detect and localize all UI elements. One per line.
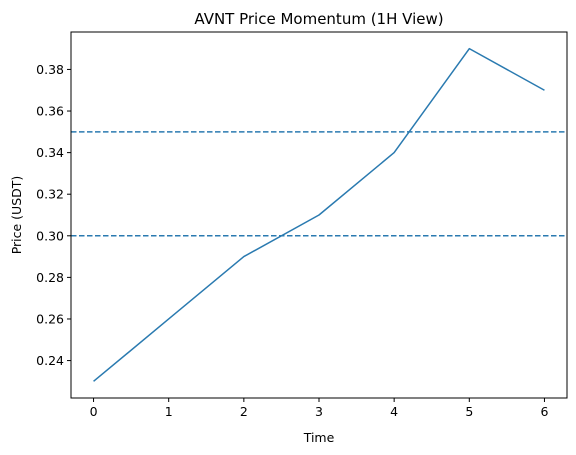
- y-tick-label: 0.36: [36, 104, 64, 119]
- y-tick-label: 0.30: [36, 228, 64, 243]
- y-axis-ticks: 0.24 0.26 0.28 0.30 0.32 0.34 0.36 0.38: [36, 62, 71, 368]
- x-tick-label: 4: [390, 404, 398, 419]
- chart-title: AVNT Price Momentum (1H View): [194, 10, 443, 28]
- y-tick-label: 0.24: [36, 353, 64, 368]
- x-tick-label: 5: [465, 404, 473, 419]
- x-tick-label: 0: [90, 404, 98, 419]
- y-tick-label: 0.26: [36, 311, 64, 326]
- y-tick-label: 0.38: [36, 62, 64, 77]
- x-tick-label: 3: [315, 404, 323, 419]
- x-tick-label: 1: [165, 404, 173, 419]
- y-tick-label: 0.28: [36, 270, 64, 285]
- y-tick-label: 0.32: [36, 187, 64, 202]
- y-tick-label: 0.34: [36, 145, 64, 160]
- series-line-1: [93, 47, 545, 382]
- x-axis-label: Time: [303, 430, 335, 445]
- x-axis-ticks: 0 1 2 3 4 5 6: [90, 398, 548, 419]
- x-tick-label: 2: [240, 404, 248, 419]
- y-axis-label: Price (USDT): [9, 176, 24, 255]
- series-layer: [93, 47, 545, 382]
- x-tick-label: 6: [540, 404, 548, 419]
- reference-lines: [71, 131, 567, 237]
